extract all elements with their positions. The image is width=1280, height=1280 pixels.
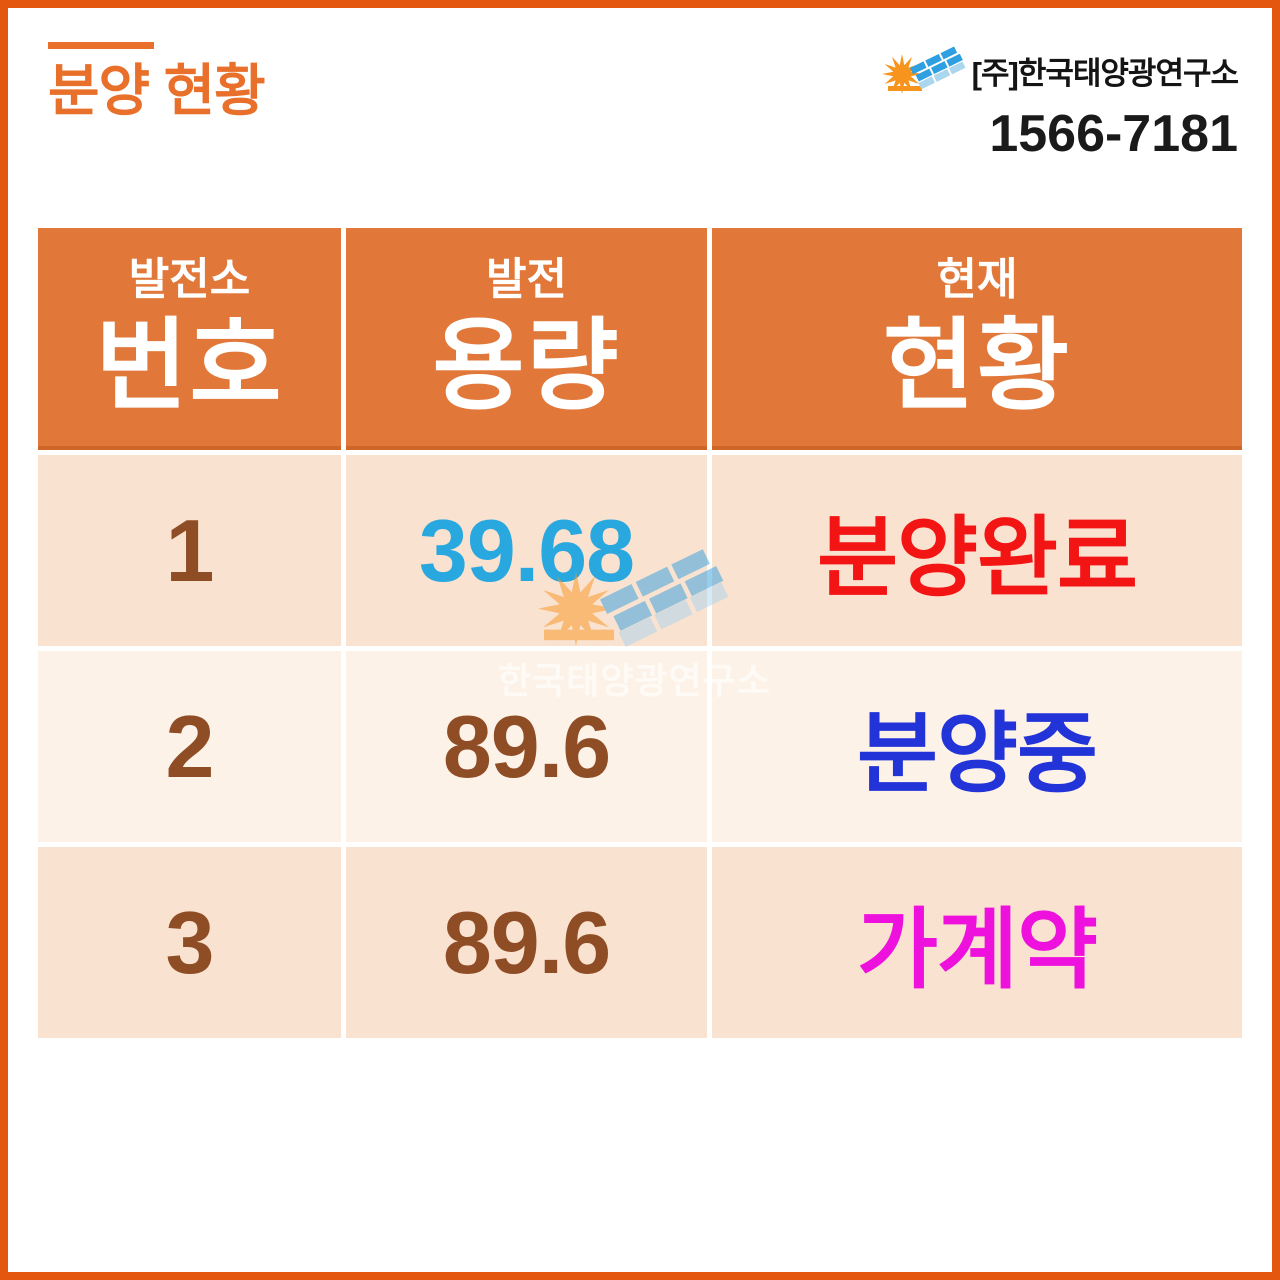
capacity-cell: 89.6 bbox=[346, 651, 707, 842]
column-header-main-label: 용량 bbox=[432, 310, 621, 422]
capacity-cell: 89.6 bbox=[346, 847, 707, 1038]
status-table: 발전소 번호 발전 용량 현재 현황 1 39.68 분양완료 2 89.6 분… bbox=[38, 228, 1242, 1038]
title-block: 분양 현황 bbox=[48, 42, 266, 122]
column-header-plant-number: 발전소 번호 bbox=[38, 228, 341, 450]
column-header-main-label: 번호 bbox=[95, 310, 284, 422]
title-accent-line bbox=[48, 42, 154, 49]
column-header-status: 현재 현황 bbox=[712, 228, 1242, 450]
page-title: 분양 현황 bbox=[48, 59, 266, 122]
brand-block: [주]한국태양광연구소 1566-7181 bbox=[874, 38, 1239, 164]
plant-number-cell: 1 bbox=[38, 455, 341, 646]
plant-number-cell: 2 bbox=[38, 651, 341, 842]
column-header-sub-label: 발전소 bbox=[128, 255, 251, 304]
status-cell: 가계약 bbox=[712, 847, 1242, 1038]
capacity-cell: 39.68 bbox=[346, 455, 707, 646]
status-cell: 분양중 bbox=[712, 651, 1242, 842]
column-header-sub-label: 발전 bbox=[486, 255, 567, 304]
plant-number-cell: 3 bbox=[38, 847, 341, 1038]
sun-solar-panel-icon bbox=[881, 46, 966, 94]
status-cell: 분양완료 bbox=[712, 455, 1242, 646]
company-name: [주]한국태양광연구소 bbox=[971, 55, 1239, 91]
column-header-capacity: 발전 용량 bbox=[346, 228, 707, 450]
phone-number: 1566-7181 bbox=[989, 105, 1238, 163]
column-header-main-label: 현황 bbox=[883, 310, 1071, 422]
column-header-sub-label: 현재 bbox=[936, 255, 1018, 304]
